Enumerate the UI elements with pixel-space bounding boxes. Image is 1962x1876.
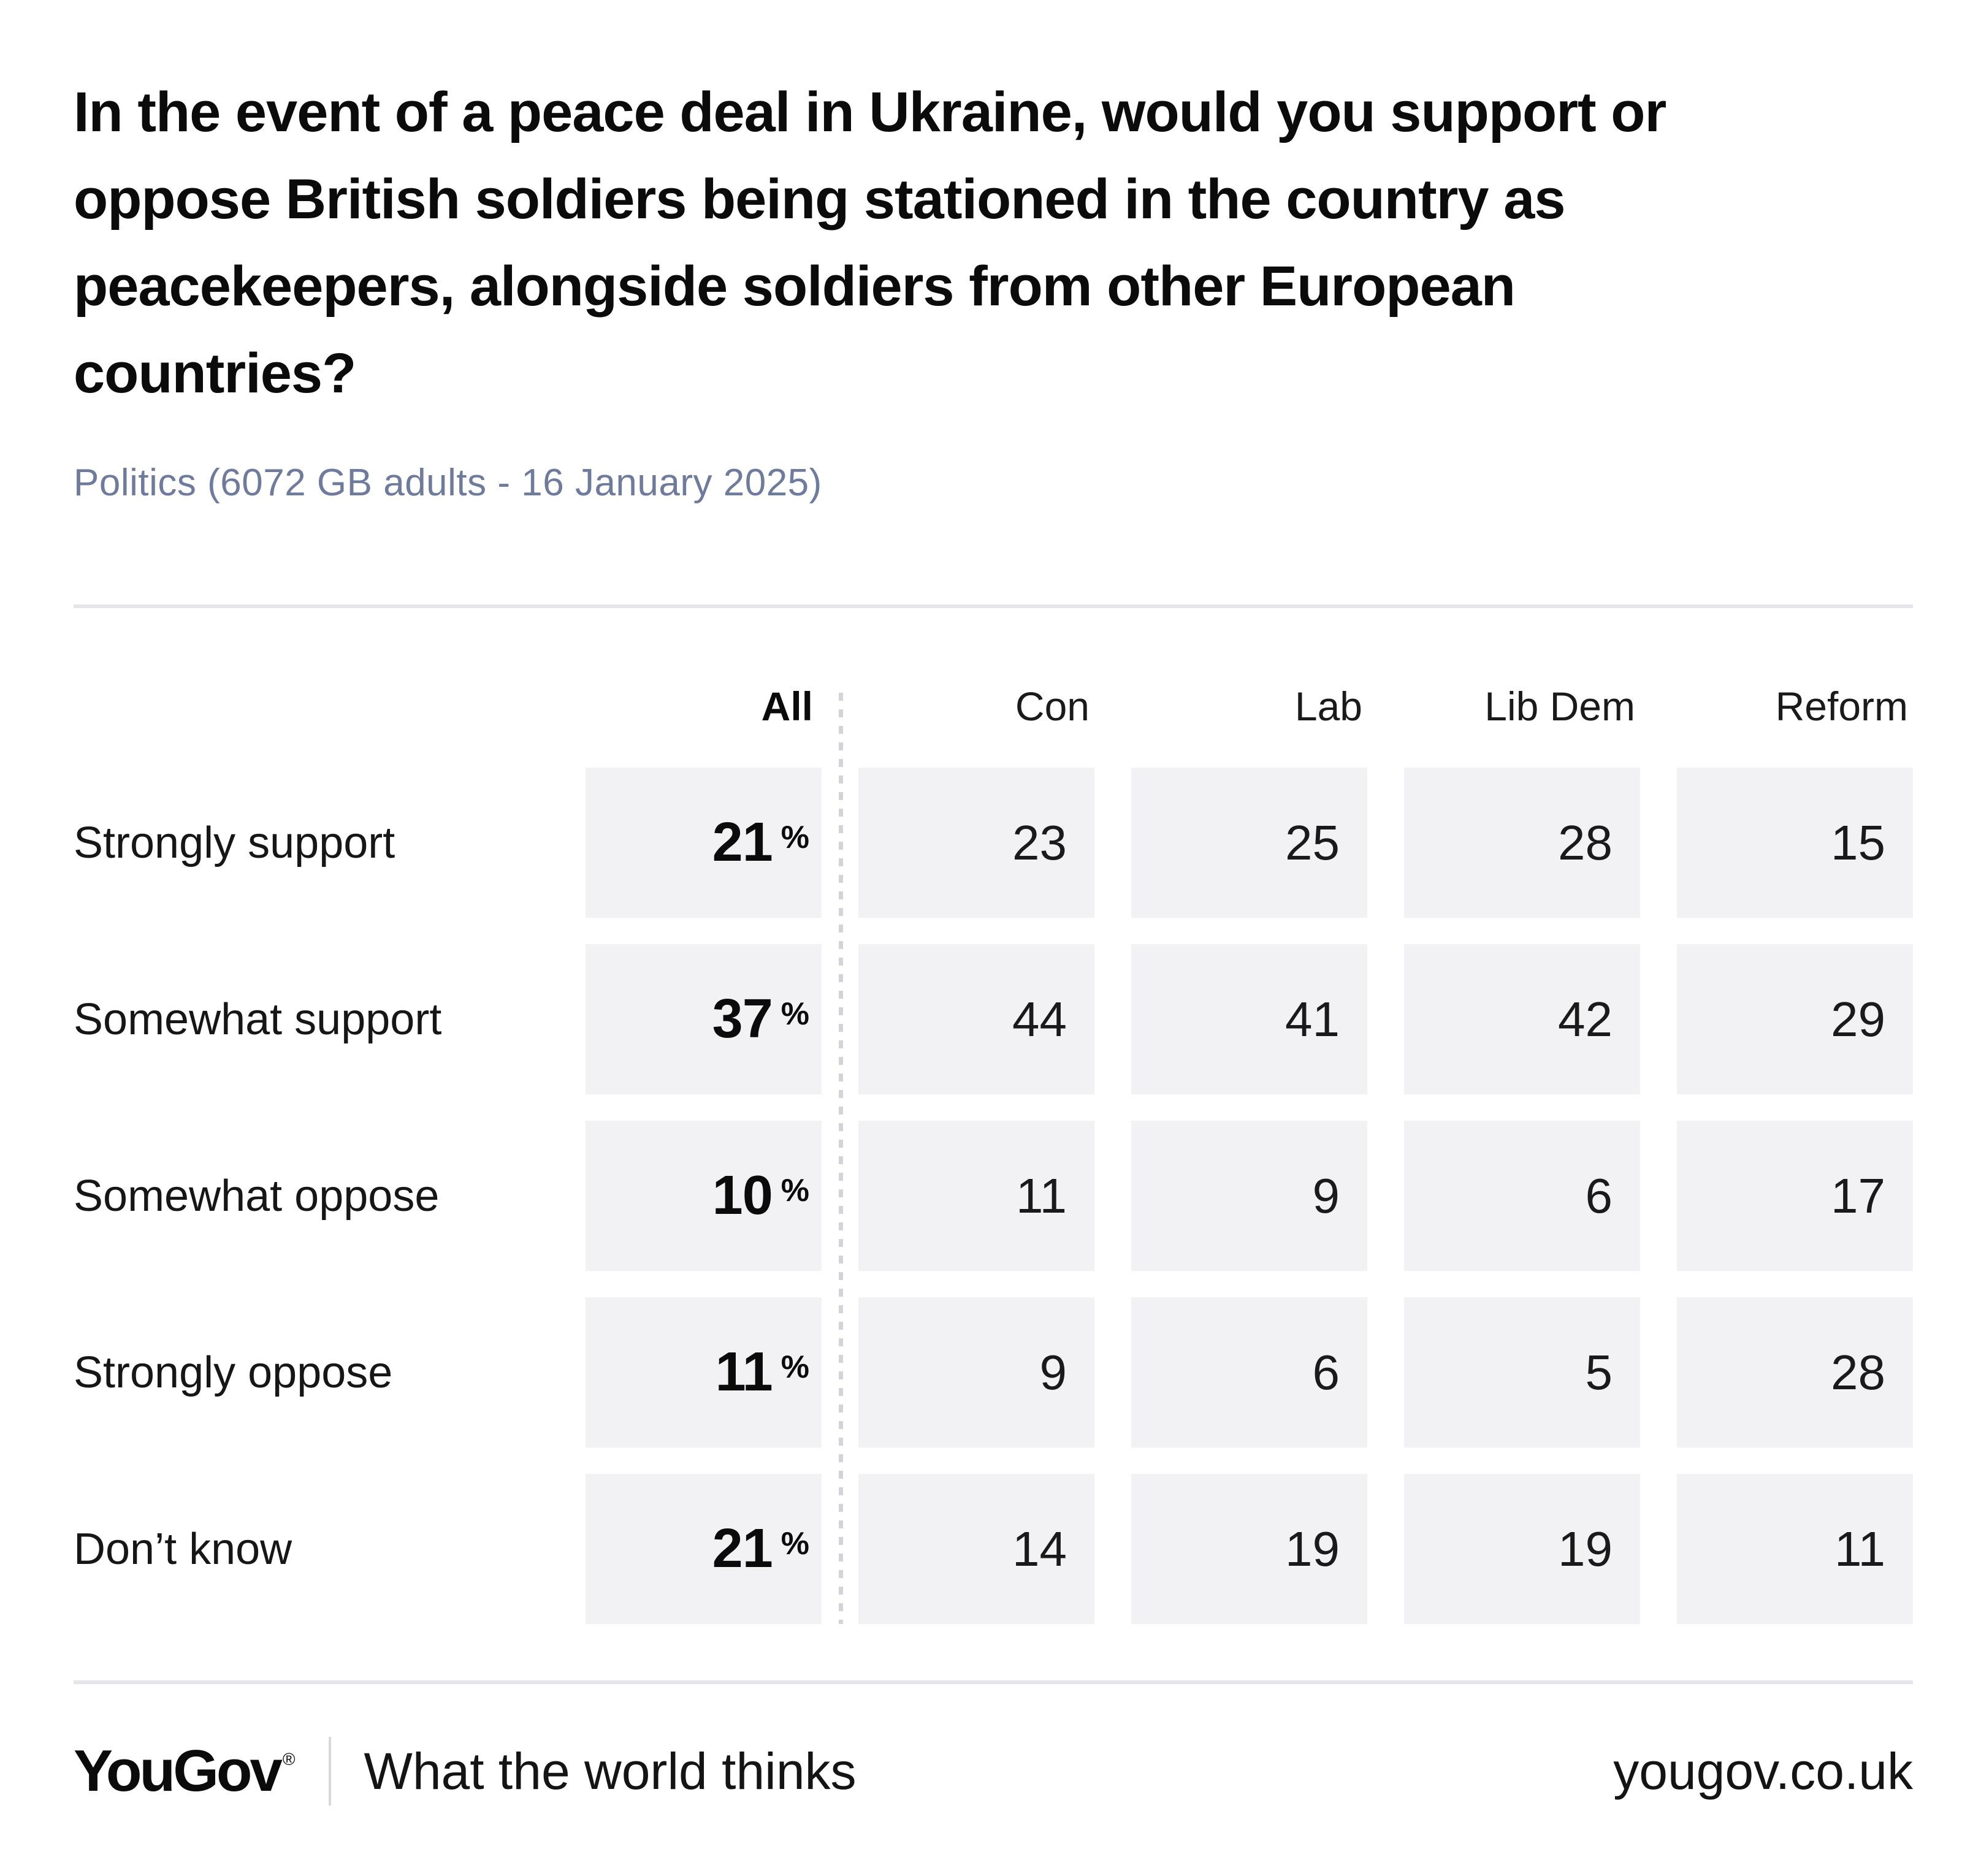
col-header-libdem: Lib Dem [1484, 684, 1635, 729]
all-value-cell: 10% [586, 1121, 822, 1271]
all-value: 11 [715, 1341, 773, 1403]
all-value-cell: 37% [586, 944, 822, 1094]
party-value: 42 [1558, 991, 1613, 1047]
party-value: 44 [1012, 991, 1067, 1047]
registered-mark-icon: ® [282, 1750, 296, 1769]
party-value: 9 [1039, 1344, 1067, 1400]
all-value-cell: 21% [586, 768, 822, 918]
row-label: Don’t know [74, 1524, 292, 1574]
percent-sign: % [781, 996, 809, 1032]
party-value: 11 [1015, 1168, 1067, 1223]
party-value: 6 [1585, 1168, 1613, 1223]
party-value: 5 [1585, 1344, 1613, 1400]
percent-sign: % [781, 1349, 809, 1385]
footer-url: yougov.co.uk [1613, 1742, 1913, 1800]
party-value-cell: 14 [858, 1474, 1094, 1624]
party-value: 15 [1831, 815, 1885, 870]
row-label: Somewhat oppose [74, 1171, 440, 1221]
all-value: 21 [712, 1518, 773, 1579]
party-value-cell: 41 [1131, 944, 1367, 1094]
survey-meta: Politics (6072 GB adults - 16 January 20… [74, 462, 822, 504]
party-value: 9 [1312, 1168, 1340, 1223]
question-title: In the event of a peace deal in Ukraine,… [74, 69, 1913, 417]
row-label: Strongly oppose [74, 1348, 393, 1397]
table-row: Strongly support 21% 23 25 28 15 [74, 768, 1913, 918]
party-value: 6 [1312, 1344, 1340, 1400]
party-value-cell: 6 [1404, 1121, 1640, 1271]
party-value: 28 [1831, 1344, 1885, 1400]
party-value: 41 [1285, 991, 1340, 1047]
table-row: Somewhat oppose 10% 11 9 6 17 [74, 1121, 1913, 1271]
party-value-cell: 11 [1677, 1474, 1913, 1624]
party-value: 29 [1831, 991, 1885, 1047]
table-row: Don’t know 21% 14 19 19 11 [74, 1474, 1913, 1624]
party-value: 17 [1831, 1168, 1885, 1223]
title-line: oppose British soldiers being stationed … [74, 168, 1565, 231]
party-value-cell: 6 [1131, 1297, 1367, 1447]
all-value: 21 [712, 812, 773, 873]
party-value-cell: 23 [858, 768, 1094, 918]
party-value: 28 [1558, 815, 1613, 870]
party-value: 11 [1834, 1521, 1885, 1576]
col-header-reform: Reform [1775, 684, 1908, 729]
party-value-cell: 19 [1404, 1474, 1640, 1624]
table-row: Somewhat support 37% 44 41 42 29 [74, 944, 1913, 1094]
party-value-cell: 42 [1404, 944, 1640, 1094]
party-value-cell: 44 [858, 944, 1094, 1094]
all-value: 37 [712, 988, 773, 1050]
footer-rule [328, 1737, 331, 1805]
party-value-cell: 17 [1677, 1121, 1913, 1271]
party-value-cell: 19 [1131, 1474, 1367, 1624]
yougov-logo-text: YouGov [74, 1738, 283, 1804]
col-header-all: All [761, 684, 813, 729]
percent-sign: % [781, 1172, 809, 1208]
party-value: 25 [1285, 815, 1340, 870]
all-value-cell: 21% [586, 1474, 822, 1624]
footer: YouGov ® What the world thinks yougov.co.… [74, 1737, 1913, 1805]
table-row: Strongly oppose 11% 9 6 5 28 [74, 1297, 1913, 1447]
title-line: countries? [74, 342, 356, 405]
party-value: 14 [1012, 1521, 1067, 1576]
percent-sign: % [781, 819, 809, 855]
party-value-cell: 9 [1131, 1121, 1367, 1271]
yougov-logo: YouGov ® [74, 1737, 296, 1805]
row-label: Somewhat support [74, 994, 442, 1044]
all-value: 10 [712, 1165, 773, 1226]
party-value-cell: 28 [1404, 768, 1640, 918]
party-value-cell: 28 [1677, 1297, 1913, 1447]
top-divider [74, 604, 1913, 608]
party-value: 19 [1558, 1521, 1613, 1576]
party-value-cell: 15 [1677, 768, 1913, 918]
col-header-lab: Lab [1294, 684, 1362, 729]
col-header-con: Con [1015, 684, 1090, 729]
all-value-cell: 11% [586, 1297, 822, 1447]
party-value: 19 [1285, 1521, 1340, 1576]
party-value-cell: 5 [1404, 1297, 1640, 1447]
title-line: In the event of a peace deal in Ukraine,… [74, 81, 1666, 143]
title-line: peacekeepers, alongside soldiers from ot… [74, 255, 1516, 318]
row-label: Strongly support [74, 818, 395, 867]
percent-sign: % [781, 1525, 809, 1561]
party-value-cell: 11 [858, 1121, 1094, 1271]
party-value-cell: 9 [858, 1297, 1094, 1447]
footer-tagline: What the world thinks [364, 1742, 857, 1800]
table-rows: Strongly support 21% 23 25 28 15 Somewha… [74, 768, 1913, 1624]
results-table: All Con Lab Lib Dem Reform Strongly supp… [74, 682, 1913, 1624]
table-header-row: All Con Lab Lib Dem Reform [74, 682, 1913, 731]
party-value-cell: 29 [1677, 944, 1913, 1094]
party-value-cell: 25 [1131, 768, 1367, 918]
dashed-separator [839, 693, 843, 1624]
party-value: 23 [1012, 815, 1067, 870]
footer-divider [74, 1680, 1913, 1684]
